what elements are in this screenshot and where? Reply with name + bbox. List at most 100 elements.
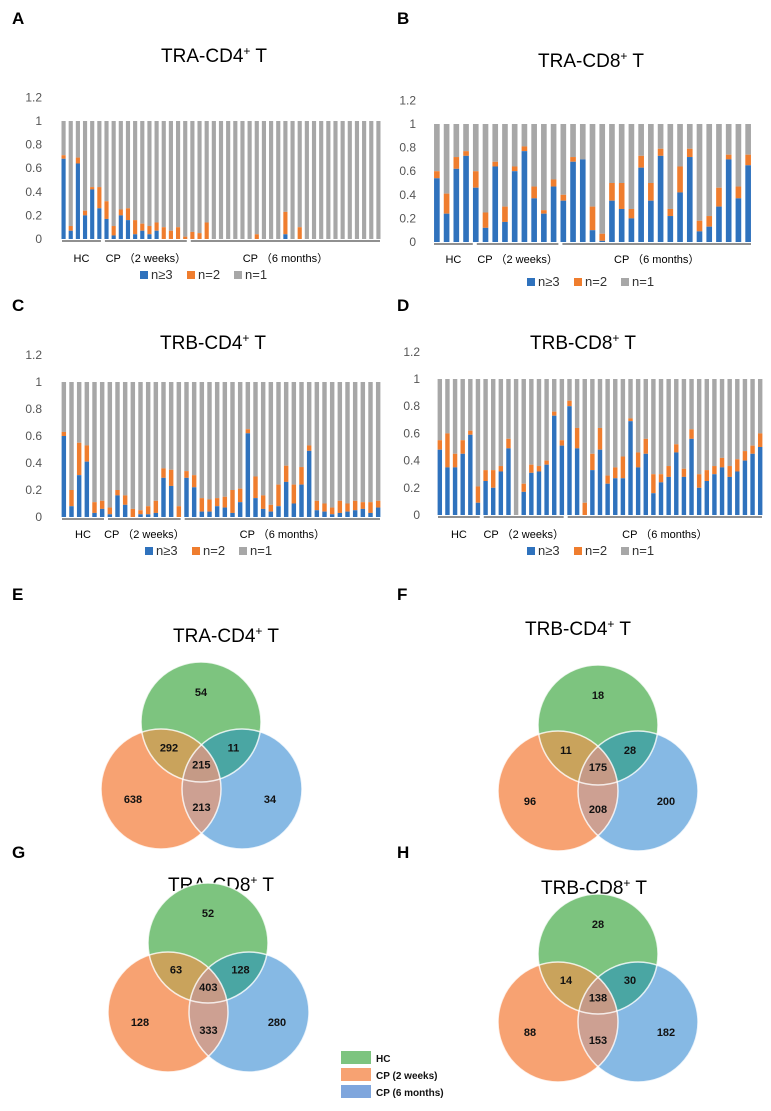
y-tick-label: 1.2	[399, 93, 416, 107]
bar-n2	[681, 468, 687, 477]
bar-n2	[97, 187, 102, 209]
bar-n2	[437, 440, 443, 450]
bar-n3	[667, 216, 674, 242]
bar-n1	[376, 121, 381, 239]
bar-n1	[725, 124, 732, 155]
y-tick-label: 0.8	[25, 138, 42, 152]
bar-n1	[92, 382, 97, 503]
bar-n2	[291, 484, 297, 504]
venn-count-hc-cp2: 292	[160, 743, 178, 755]
bar-n3	[222, 507, 228, 517]
venn-legend-label: HC	[376, 1054, 390, 1065]
bar-n3	[69, 506, 74, 517]
bar-n3	[511, 171, 518, 242]
bar-n2	[472, 171, 479, 188]
legend-swatch	[621, 547, 629, 555]
bar-n3	[61, 158, 66, 239]
bar-n3	[735, 471, 740, 515]
venn-legend-swatch	[341, 1068, 371, 1081]
bar-n3	[521, 491, 526, 515]
bar-n3	[498, 471, 504, 515]
bar-n2	[69, 490, 74, 507]
bar-n1	[570, 124, 576, 158]
bar-n3	[757, 447, 763, 515]
bar-n2	[628, 418, 633, 422]
bar-n2	[582, 502, 587, 515]
bar-n3	[704, 481, 710, 515]
bar-n2	[599, 233, 606, 241]
bar-n3	[260, 508, 266, 517]
venn-count-hc-cp6: 28	[624, 745, 636, 757]
legend-swatch	[145, 547, 153, 555]
bar-n1	[492, 124, 499, 162]
bar-n2	[125, 208, 131, 221]
bar-n3	[199, 511, 205, 517]
bar-n2	[375, 500, 381, 508]
bar-n3	[168, 485, 174, 517]
bar-n1	[104, 121, 109, 202]
bar-n2	[199, 498, 205, 512]
bar-n2	[567, 400, 572, 407]
bar-n2	[689, 429, 694, 439]
bar-n1	[559, 379, 565, 441]
bar-n3	[597, 449, 603, 515]
bar-n1	[122, 382, 128, 496]
bar-n2	[90, 187, 95, 190]
y-tick-label: 0.2	[399, 211, 416, 225]
bar-n3	[712, 474, 717, 515]
bar-n1	[468, 379, 473, 431]
bar-chart-D: D TRB-CD8+ T 0 0.2 0.4 0.6 0.8 1 1.2 HC CP （2 week…	[397, 296, 763, 558]
bar-n1	[362, 121, 367, 239]
bar-n1	[268, 382, 274, 505]
bar-n2	[133, 220, 138, 235]
legend-swatch	[140, 271, 148, 279]
venn-count-hc: 54	[195, 687, 208, 699]
y-tick-label: 0	[409, 235, 416, 249]
bar-n2	[475, 486, 481, 503]
bar-n2	[368, 502, 373, 513]
bar-n3	[345, 511, 350, 517]
bar-n3	[253, 498, 258, 517]
bar-n1	[375, 382, 381, 501]
bar-n1	[483, 379, 488, 471]
venn-legend-swatch	[341, 1051, 371, 1064]
bar-n3	[609, 200, 615, 242]
venn-outline	[188, 951, 310, 1073]
bar-n1	[434, 124, 440, 172]
bar-n1	[443, 124, 450, 194]
venn-count-all: 215	[192, 760, 210, 772]
venn-count-cp2: 96	[524, 796, 536, 808]
bar-n2	[111, 226, 116, 236]
bar-n2	[651, 474, 656, 494]
venn-count-all: 175	[589, 762, 607, 774]
bar-n1	[482, 124, 489, 213]
bar-n1	[145, 382, 151, 507]
bar-n1	[147, 121, 152, 227]
legend-swatch	[527, 278, 535, 286]
bar-n2	[104, 201, 109, 219]
y-tick-label: 1	[35, 375, 42, 389]
legend-swatch	[574, 547, 582, 555]
bar-n2	[643, 438, 648, 454]
bar-n1	[183, 121, 188, 237]
bar-n1	[245, 382, 251, 430]
bar-n2	[658, 474, 664, 483]
bar-n3	[589, 230, 596, 242]
venn-outline	[147, 882, 269, 1004]
bar-n2	[434, 171, 440, 179]
bar-n3	[521, 151, 528, 242]
y-tick-label: 0.6	[399, 164, 416, 178]
bar-n3	[502, 221, 508, 242]
group-label: HC	[75, 529, 91, 541]
bar-n2	[638, 155, 644, 168]
venn-count-cp6: 34	[264, 794, 277, 806]
bar-n1	[677, 124, 683, 167]
bar-n1	[168, 121, 173, 231]
bar-n3	[276, 506, 281, 517]
bar-n2	[498, 466, 504, 472]
bar-n2	[207, 499, 212, 512]
bar-n1	[609, 124, 615, 183]
bar-n2	[696, 220, 703, 232]
bar-n2	[61, 155, 66, 159]
